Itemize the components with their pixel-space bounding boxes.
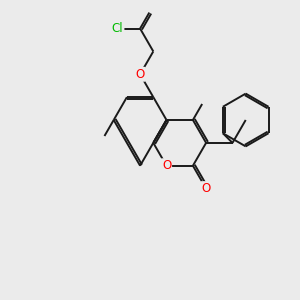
Text: O: O: [162, 159, 171, 172]
Text: O: O: [136, 68, 145, 81]
Text: O: O: [202, 182, 211, 195]
Text: Cl: Cl: [112, 22, 124, 35]
